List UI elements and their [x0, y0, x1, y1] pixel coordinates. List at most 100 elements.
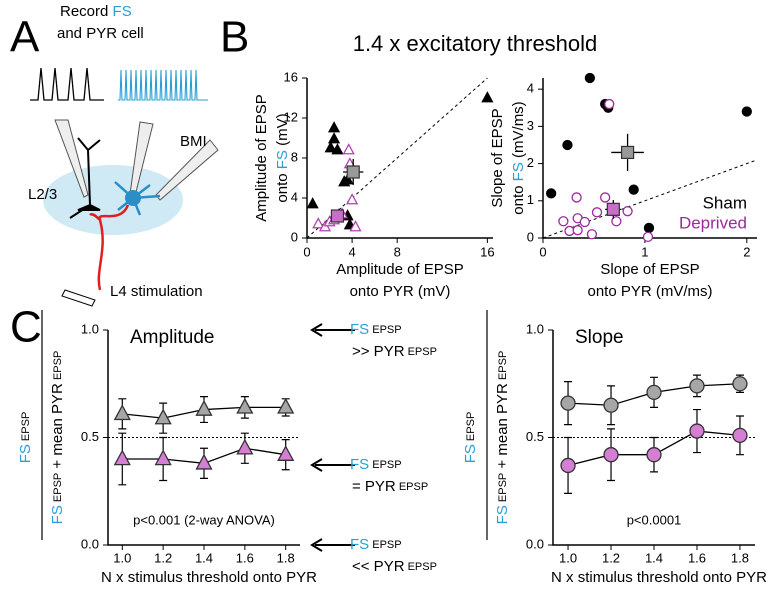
- bmi-label: BMI: [180, 133, 207, 150]
- point: [562, 139, 573, 151]
- record-label: Record FS: [60, 3, 132, 20]
- point: [113, 449, 131, 466]
- text-part: EPSP: [369, 324, 401, 336]
- arrow: [310, 538, 355, 552]
- y-tick-label: 1.0: [81, 321, 99, 336]
- error-cap: [607, 428, 616, 482]
- point: [584, 72, 596, 84]
- y-tick-label: 0: [291, 229, 298, 244]
- pyr-trace: [30, 67, 104, 101]
- point: [277, 397, 295, 414]
- x-axis-label: Slope of EPSP: [600, 261, 699, 278]
- error-cap: [692, 408, 701, 454]
- point: [324, 141, 337, 153]
- annotation: p<0.0001: [627, 512, 682, 527]
- point: [195, 399, 213, 416]
- text-part: FS: [462, 444, 479, 463]
- y-label-numerator: FS EPSP: [17, 412, 34, 464]
- point: [646, 447, 662, 463]
- point: [195, 453, 213, 470]
- y-axis-label: onto FS (mV/ms): [510, 101, 527, 214]
- x-tick-label: 1.6: [236, 550, 254, 565]
- x-tick-label: 1.0: [113, 550, 131, 565]
- point: [306, 197, 319, 209]
- text-part: EPSP: [405, 346, 437, 358]
- annotation: FS EPSP: [350, 456, 402, 473]
- text-part: + mean PYR: [49, 383, 66, 473]
- y-tick-label: 0.0: [81, 536, 99, 551]
- y-tick-label: 0.5: [526, 429, 544, 444]
- text-part: + mean PYR: [494, 383, 511, 473]
- error-cap: [159, 402, 168, 434]
- point: [346, 193, 359, 205]
- arrow: [310, 323, 355, 337]
- point: [579, 216, 590, 228]
- unity-line: [306, 77, 488, 239]
- text-part: FS: [350, 321, 369, 338]
- point: [560, 395, 576, 411]
- bmi-pipette: [155, 139, 219, 201]
- error-cap: [607, 385, 616, 426]
- error-cap: [735, 374, 744, 393]
- point: [741, 106, 752, 117]
- x-tick-label: 4: [348, 244, 355, 259]
- error-cap: [692, 374, 701, 398]
- point: [236, 397, 254, 414]
- unity-line: [542, 159, 758, 239]
- y-tick-label: 3: [527, 118, 534, 133]
- text-part: Slope of EPSP: [600, 261, 699, 278]
- mean-point: [330, 209, 345, 223]
- error-cap: [281, 439, 290, 471]
- point: [628, 184, 639, 195]
- annotation: FS EPSP: [350, 536, 402, 553]
- point: [546, 188, 557, 199]
- text-part: FS: [350, 536, 369, 553]
- fs-dendrites: [114, 181, 161, 216]
- record-label: and PYR cell: [57, 25, 144, 42]
- x-tick-label: 8: [394, 244, 401, 259]
- stim-label: L4 stimulation: [110, 283, 203, 300]
- point: [558, 216, 569, 227]
- x-axis-label: onto PYR (mV): [350, 283, 451, 300]
- point: [646, 384, 662, 401]
- error-cap: [564, 436, 573, 494]
- point: [604, 98, 615, 110]
- point: [560, 457, 576, 474]
- point: [591, 207, 603, 218]
- error-cap: [564, 381, 573, 426]
- text-part: EPSP: [20, 412, 32, 444]
- error-cap: [200, 396, 208, 424]
- text-part: >> PYR: [352, 343, 405, 360]
- fs-trace: [118, 69, 208, 101]
- chart-title: Slope: [575, 327, 624, 348]
- text-part: EPSP: [369, 539, 401, 551]
- x-axis-label: N x stimulus threshold onto PYR: [101, 569, 317, 586]
- point: [732, 427, 748, 444]
- y-tick-label: 0: [527, 229, 534, 244]
- pyr-cell: [69, 137, 101, 219]
- text-part: Amplitude of EPSP: [336, 261, 464, 278]
- error-cap: [735, 415, 744, 456]
- legend-label: Deprived: [679, 213, 747, 232]
- x-tick-label: 1: [641, 244, 648, 259]
- panel-letter: A: [10, 13, 40, 62]
- chart-title: Amplitude: [130, 327, 215, 348]
- y-axis-label: Amplitude of EPSP: [253, 94, 270, 222]
- error-cap: [240, 432, 249, 464]
- point: [603, 447, 619, 463]
- point: [622, 206, 633, 217]
- point: [154, 408, 172, 425]
- y-label-numerator: FS EPSP: [462, 412, 479, 464]
- text-part: FS: [350, 456, 369, 473]
- x-tick-label: 1.8: [731, 550, 749, 565]
- layer-label: L2/3: [28, 186, 57, 203]
- mean-point: [620, 145, 635, 160]
- point: [643, 222, 655, 234]
- error-cap: [118, 398, 127, 430]
- x-tick-label: 1.2: [602, 550, 620, 565]
- y-tick-label: 2: [527, 155, 534, 170]
- text-part: EPSP: [497, 351, 509, 383]
- y-tick-label: 1: [527, 192, 534, 207]
- y-tick-label: 0.0: [526, 536, 544, 551]
